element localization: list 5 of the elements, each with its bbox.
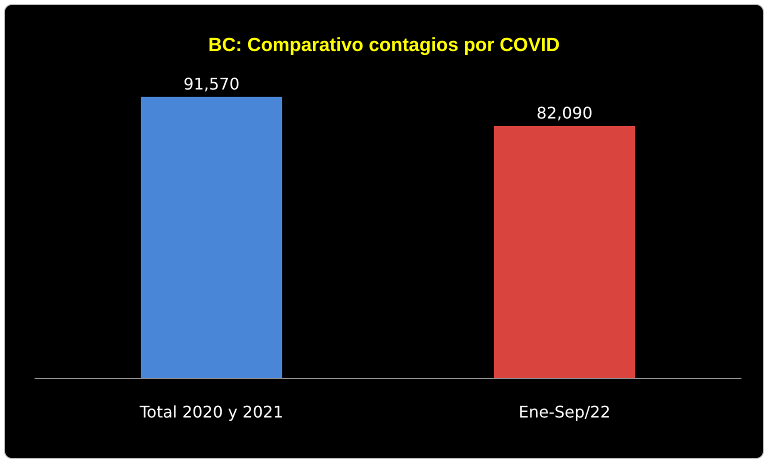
data-label: 91,570: [184, 74, 240, 94]
chart-title: BC: Comparativo contagios por COVID: [208, 35, 560, 56]
x-tick-label: Ene-Sep/22: [518, 402, 610, 422]
data-label: 82,090: [536, 103, 592, 122]
x-tick-label: Total 2020 y 2021: [138, 402, 284, 422]
